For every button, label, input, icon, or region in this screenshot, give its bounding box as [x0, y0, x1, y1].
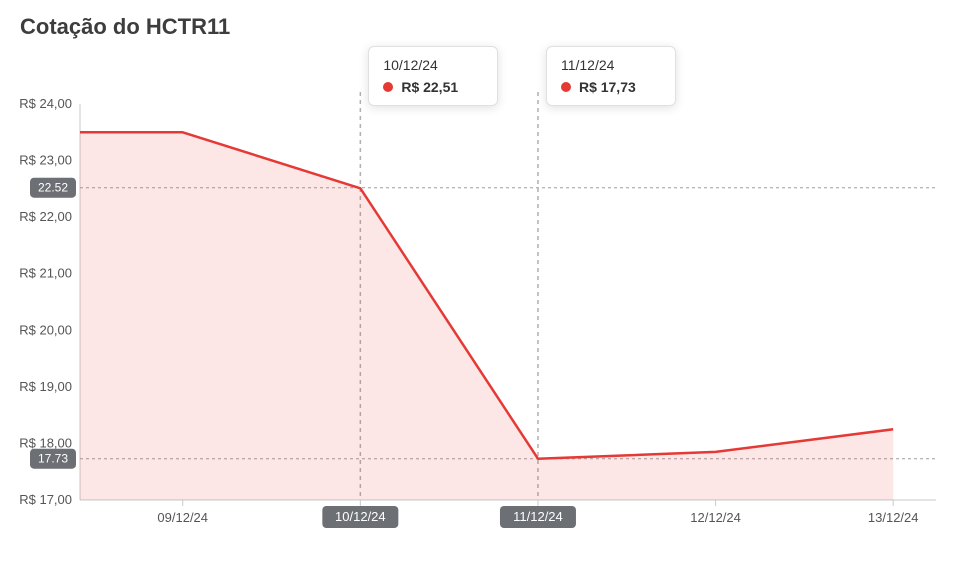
svg-text:09/12/24: 09/12/24 [157, 510, 208, 525]
tooltip-0-dot [383, 82, 393, 92]
svg-text:12/12/24: 12/12/24 [690, 510, 741, 525]
svg-text:R$ 19,00: R$ 19,00 [20, 379, 72, 394]
tooltip-0-date: 10/12/24 [383, 57, 483, 73]
svg-text:R$ 18,00: R$ 18,00 [20, 435, 72, 450]
svg-text:10/12/24: 10/12/24 [335, 509, 386, 524]
svg-text:R$ 20,00: R$ 20,00 [20, 322, 72, 337]
tooltip-0: 10/12/24 R$ 22,51 [368, 46, 498, 106]
chart-svg: R$ 17,00 R$ 18,00 R$ 19,00 R$ 20,00 R$ 21,00… [20, 46, 944, 556]
tooltip-1-dot [561, 82, 571, 92]
tooltip-1-date: 11/12/24 [561, 57, 661, 73]
svg-text:R$ 24,00: R$ 24,00 [20, 96, 72, 111]
tooltip-1-value: R$ 17,73 [579, 79, 636, 95]
svg-text:11/12/24: 11/12/24 [513, 509, 563, 524]
svg-text:13/12/24: 13/12/24 [868, 510, 919, 525]
svg-text:R$ 22,00: R$ 22,00 [20, 209, 72, 224]
svg-text:R$ 17,00: R$ 17,00 [20, 492, 72, 507]
chart-title: Cotação do HCTR11 [20, 14, 944, 40]
svg-text:17.73: 17.73 [38, 452, 68, 466]
tooltip-0-value: R$ 22,51 [401, 79, 458, 95]
svg-text:R$ 23,00: R$ 23,00 [20, 153, 72, 168]
svg-text:R$ 21,00: R$ 21,00 [20, 266, 72, 281]
svg-text:22.52: 22.52 [38, 181, 68, 195]
chart-area: R$ 17,00 R$ 18,00 R$ 19,00 R$ 20,00 R$ 21,00… [20, 46, 944, 556]
tooltip-1: 11/12/24 R$ 17,73 [546, 46, 676, 106]
